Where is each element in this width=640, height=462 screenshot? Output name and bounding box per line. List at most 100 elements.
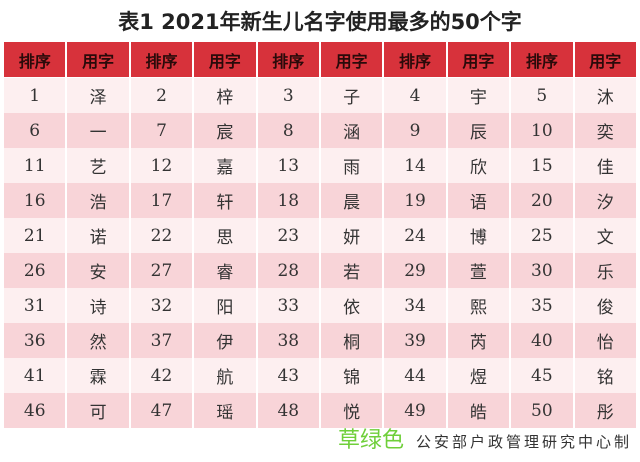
character-cell: 晨 [320,183,383,218]
rank-cell: 18 [257,183,319,218]
character-cell: 乐 [574,253,636,288]
character-cell: 嘉 [194,148,256,183]
rank-cell: 43 [257,358,319,393]
character-cell: 煜 [447,358,510,393]
rank-cell: 31 [4,288,66,323]
header-character: 用字 [447,42,510,78]
rank-cell: 21 [4,218,66,253]
rank-cell: 38 [257,323,319,358]
rank-cell: 44 [384,358,446,393]
character-cell: 诗 [67,288,129,323]
character-cell: 泽 [67,78,129,113]
character-cell: 文 [574,218,636,253]
rank-cell: 16 [4,183,66,218]
character-cell: 桐 [320,323,383,358]
character-cell: 俊 [574,288,636,323]
character-cell: 芮 [447,323,510,358]
rank-cell: 11 [4,148,66,183]
table-row: 11 艺 12 嘉 13 雨 14 欣 15 佳 [4,148,636,183]
rank-cell: 1 [4,78,66,113]
table-body: 1 泽 2 梓 3 子 4 宇 5 沐 6 一 7 宸 8 涵 9 辰 10 奕 11 艺 12 嘉 13 雨 14 欣 15 佳 16 浩 1… [4,78,636,428]
character-cell: 浩 [67,183,129,218]
rank-cell: 2 [130,78,193,113]
header-rank: 排序 [130,42,193,78]
character-cell: 梓 [194,78,256,113]
rank-cell: 27 [130,253,193,288]
rank-cell: 40 [511,323,573,358]
character-cell: 睿 [194,253,256,288]
rank-cell: 50 [511,393,573,428]
header-character: 用字 [67,42,129,78]
character-cell: 若 [320,253,383,288]
rank-cell: 37 [130,323,193,358]
character-cell: 安 [67,253,129,288]
header-character: 用字 [194,42,256,78]
character-cell: 诺 [67,218,129,253]
character-cell: 轩 [194,183,256,218]
rank-cell: 46 [4,393,66,428]
character-cell: 子 [320,78,383,113]
rank-cell: 7 [130,113,193,148]
rank-cell: 35 [511,288,573,323]
rank-cell: 22 [130,218,193,253]
rank-cell: 15 [511,148,573,183]
character-cell: 彤 [574,393,636,428]
rank-cell: 33 [257,288,319,323]
character-cell: 皓 [447,393,510,428]
rank-cell: 14 [384,148,446,183]
rank-cell: 30 [511,253,573,288]
character-cell: 沐 [574,78,636,113]
rank-cell: 13 [257,148,319,183]
rank-cell: 42 [130,358,193,393]
rank-cell: 48 [257,393,319,428]
character-cell: 悦 [320,393,383,428]
character-cell: 霖 [67,358,129,393]
character-cell: 艺 [67,148,129,183]
rank-cell: 9 [384,113,446,148]
character-cell: 奕 [574,113,636,148]
character-cell: 航 [194,358,256,393]
character-cell: 妍 [320,218,383,253]
header-rank: 排序 [511,42,573,78]
character-cell: 怡 [574,323,636,358]
character-cell: 铭 [574,358,636,393]
rank-cell: 6 [4,113,66,148]
rank-cell: 41 [4,358,66,393]
rank-cell: 49 [384,393,446,428]
header-rank: 排序 [384,42,446,78]
rank-cell: 34 [384,288,446,323]
character-cell: 可 [67,393,129,428]
table-row: 26 安 27 睿 28 若 29 萱 30 乐 [4,253,636,288]
header-row: 排序 用字 排序 用字 排序 用字 排序 用字 排序 用字 [4,42,636,78]
rank-cell: 4 [384,78,446,113]
character-cell: 一 [67,113,129,148]
rank-cell: 8 [257,113,319,148]
rank-cell: 24 [384,218,446,253]
rank-cell: 39 [384,323,446,358]
rank-cell: 26 [4,253,66,288]
table-row: 16 浩 17 轩 18 晨 19 语 20 汐 [4,183,636,218]
rank-cell: 10 [511,113,573,148]
rank-cell: 12 [130,148,193,183]
rank-cell: 45 [511,358,573,393]
character-cell: 涵 [320,113,383,148]
table-row: 41 霖 42 航 43 锦 44 煜 45 铭 [4,358,636,393]
character-cell: 熙 [447,288,510,323]
table-row: 46 可 47 瑶 48 悦 49 皓 50 彤 [4,393,636,428]
rank-cell: 28 [257,253,319,288]
rank-cell: 29 [384,253,446,288]
footer: 草绿色 公安部户政管理研究中心制 [338,428,632,454]
watermark: 草绿色 [337,428,404,453]
table-row: 21 诺 22 思 23 妍 24 博 25 文 [4,218,636,253]
character-cell: 然 [67,323,129,358]
table-title: 表1 2021年新生儿名字使用最多的50个字 [118,10,522,34]
table-row: 36 然 37 伊 38 桐 39 芮 40 怡 [4,323,636,358]
character-cell: 佳 [574,148,636,183]
rank-cell: 23 [257,218,319,253]
rank-cell: 5 [511,78,573,113]
rank-cell: 25 [511,218,573,253]
character-cell: 语 [447,183,510,218]
character-cell: 伊 [194,323,256,358]
